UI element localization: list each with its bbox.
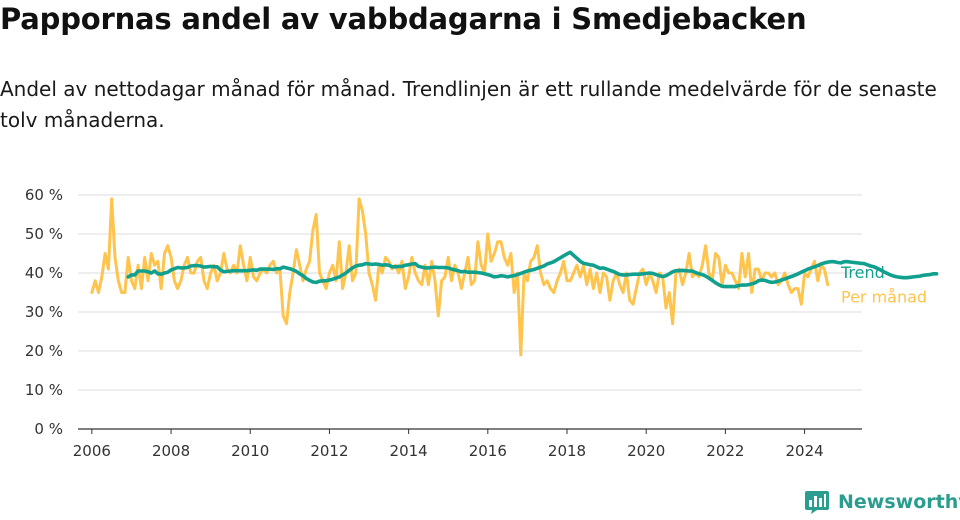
x-tick-label: 2006 <box>73 442 111 460</box>
series-line-trend <box>126 250 939 289</box>
x-tick-label: 2024 <box>785 442 823 460</box>
brand-name: Newsworthy <box>838 491 960 513</box>
y-tick-label: 20 % <box>25 342 63 360</box>
newsworthy-brand: Newsworthy <box>804 489 960 515</box>
series-labels: Trend Per månad <box>840 263 927 307</box>
axes: 0 % 10 % 20 % 30 % 40 % 50 % 60 % 2006 2008 2010 2… <box>25 186 862 460</box>
y-tick-label: 0 % <box>34 420 63 438</box>
x-tick-label: 2014 <box>390 442 428 460</box>
y-tick-label: 60 % <box>25 186 63 204</box>
chart-title: Pappornas andel av vabbdagarna i Smedjeb… <box>0 2 807 36</box>
gridlines <box>78 194 862 391</box>
x-tick-label: 2008 <box>152 442 190 460</box>
y-tick-label: 50 % <box>25 225 63 243</box>
x-tick-label: 2018 <box>548 442 586 460</box>
x-tick-label: 2020 <box>627 442 665 460</box>
series-lines <box>90 197 939 357</box>
x-tick-label: 2016 <box>469 442 507 460</box>
y-tick-label: 10 % <box>25 381 63 399</box>
chart-subtitle: Andel av nettodagar månad för månad. Tre… <box>0 77 937 132</box>
y-tick-label: 30 % <box>25 303 63 321</box>
x-tick-label: 2010 <box>231 442 269 460</box>
series-line-per-manad <box>90 197 830 357</box>
series-label-trend: Trend <box>840 263 885 282</box>
x-tick-label: 2022 <box>706 442 744 460</box>
x-tick-label: 2012 <box>310 442 348 460</box>
series-label-per-manad: Per månad <box>841 288 927 307</box>
y-tick-label: 40 % <box>25 264 63 282</box>
newsworthy-logo-icon <box>805 491 829 514</box>
